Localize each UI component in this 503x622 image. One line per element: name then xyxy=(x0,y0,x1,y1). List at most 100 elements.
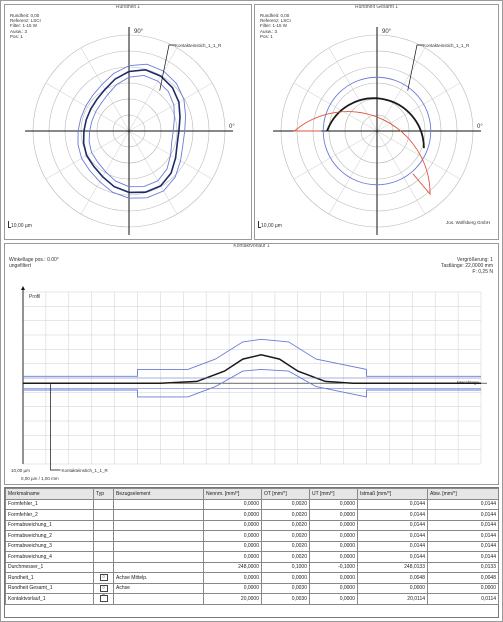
column-header: Merkmalname xyxy=(5,488,94,500)
table-cell xyxy=(113,551,204,563)
table-cell: 0,0048 xyxy=(357,572,428,584)
table-cell: 0,0144 xyxy=(357,498,428,510)
grid-spoke xyxy=(376,130,426,215)
grid-spoke xyxy=(293,130,378,180)
grid-spoke xyxy=(328,130,378,215)
table-cell xyxy=(113,593,204,605)
header-line: Vergrößerung: 1 xyxy=(456,257,493,263)
table-cell: 0,0020 xyxy=(261,498,310,510)
table-cell: 0,0000 xyxy=(203,540,262,552)
table-cell: 0,0144 xyxy=(357,540,428,552)
table-cell xyxy=(113,530,204,542)
table-cell: 0,0000 xyxy=(309,572,358,584)
table-cell: Durchmesser_1 xyxy=(5,561,94,573)
table-cell: 0,0144 xyxy=(427,509,499,521)
table-row: Durchmesser_1 248,0000 0,1000 -0,1000 248,01… xyxy=(5,561,499,573)
table-cell: 0,0020 xyxy=(261,551,310,563)
column-header: Bezugselement xyxy=(113,488,204,500)
panel-title: Rundheit Gesamt 1 xyxy=(354,4,399,10)
table-cell xyxy=(113,519,204,531)
table-cell: Formfehler_1 xyxy=(5,498,94,510)
table-cell xyxy=(113,561,204,573)
table-cell xyxy=(113,540,204,552)
scale-label: 10,00 µm xyxy=(8,221,32,229)
table-row: Formfehler_2 0,0000 0,0020 0,0000 0,0144 0,01… xyxy=(5,509,499,521)
feature-symbol-icon: ○ xyxy=(99,574,108,582)
table-cell: 0,0000 xyxy=(261,572,310,584)
table-cell: 0,0020 xyxy=(261,509,310,521)
table-cell: 0,0030 xyxy=(261,582,310,594)
table-cell: 0,0144 xyxy=(427,540,499,552)
table-cell: 0,0030 xyxy=(261,593,310,605)
scale-x-label: 0,00 µm / 1,00 mm xyxy=(21,476,59,481)
table-cell: 0,0000 xyxy=(203,572,262,584)
table-cell: 0,0000 xyxy=(309,519,358,531)
panel-title: Kontaktvorlauf 1 xyxy=(233,243,270,249)
table-cell xyxy=(93,561,114,573)
profile-panel: Kontaktvorlauf 1 Winkellage pos.: 0.00° … xyxy=(4,243,499,485)
table-cell: 0,0000 xyxy=(309,540,358,552)
results-grid: Merkmalname Typ Bezugselement Nennm. [mm/°]… xyxy=(5,488,499,605)
table-cell: 248,0133 xyxy=(357,561,428,573)
table-cell: 0,0048 xyxy=(427,572,499,584)
info-line: Rundheit: 0,00 xyxy=(10,13,40,18)
polar-panel-roundness: Rundheit 1 Rundheit: 0,00 Referenz: LSCI… xyxy=(4,4,252,240)
info-line: Filter: 1-15 W xyxy=(10,23,38,29)
y-axis-label: Profil xyxy=(29,294,40,300)
table-cell: 0,0144 xyxy=(427,551,499,563)
table-cell: ⌒ xyxy=(93,593,114,605)
table-cell: 0,0000 xyxy=(309,593,358,605)
table-cell: Formabweichung_2 xyxy=(5,530,94,542)
table-cell: 0,0114 xyxy=(427,593,499,605)
column-header: Istmaß [mm/°] xyxy=(357,488,428,500)
results-table: Merkmalname Typ Bezugselement Nennm. [mm/°]… xyxy=(4,487,499,618)
table-cell xyxy=(93,540,114,552)
series-tolerance-circle xyxy=(322,76,432,186)
table-cell xyxy=(113,498,204,510)
header-line: Tastlänge: 22,0000 mm xyxy=(441,263,493,269)
table-cell: 0,0000 xyxy=(203,551,262,563)
table-row: Kontaktvorlauf_1 ⌒ 20,0000 0,0030 0,0000 20,0… xyxy=(5,593,499,605)
table-cell: 0,0020 xyxy=(261,540,310,552)
profile-header-left: Winkellage pos.: 0.00° ungefiltert xyxy=(9,257,59,269)
grid-spoke xyxy=(376,82,461,132)
grid-spoke xyxy=(328,47,378,132)
table-cell xyxy=(113,509,204,521)
callout-line xyxy=(407,44,423,91)
scale-label: 10,00 µm xyxy=(258,221,282,229)
header-line: Winkellage pos.: 0.00° xyxy=(9,257,59,263)
table-cell: 248,0000 xyxy=(203,561,262,573)
table-cell: -0,1000 xyxy=(309,561,358,573)
table-cell xyxy=(93,498,114,510)
table-cell: 0,0144 xyxy=(427,530,499,542)
info-line: Ausw.: 3 xyxy=(260,28,278,34)
info-line: Filter: 1-15 W xyxy=(260,23,288,29)
series-tolerance-upper xyxy=(23,338,481,377)
table-cell: Formabweichung_3 xyxy=(5,540,94,552)
table-cell: Formabweichung_4 xyxy=(5,551,94,563)
grid-spoke xyxy=(128,82,213,132)
table-cell: 0,0000 xyxy=(203,582,262,594)
table-cell: 0,0000 xyxy=(309,551,358,563)
column-header: UT [mm/°] xyxy=(309,488,358,500)
table-cell: 0,0020 xyxy=(261,530,310,542)
feature-symbol-icon: ⌒ xyxy=(99,595,108,603)
info-block: Rundheit: 0,00 Referenz: LSCI Filter: 1-… xyxy=(260,13,291,39)
angle-label-top: 90° xyxy=(382,29,392,35)
scale-y-label: 10,00 µm xyxy=(11,468,30,473)
table-cell: 0,0144 xyxy=(427,498,499,510)
grid-spoke xyxy=(80,130,130,215)
series-measured xyxy=(82,68,181,194)
table-cell: Rundheit Gesamt_1 xyxy=(5,582,94,594)
table-cell: ○ xyxy=(93,572,114,584)
table-cell: 0,0144 xyxy=(357,551,428,563)
feature-symbol-icon: ○ xyxy=(99,584,108,592)
info-line: Referenz: LSCI xyxy=(10,18,41,24)
table-cell: 0,0000 xyxy=(357,582,428,594)
series-tolerance-inner xyxy=(88,74,175,188)
angle-label-top: 90° xyxy=(134,29,144,35)
table-cell: Formabweichung_1 xyxy=(5,519,94,531)
info-line: Ausw.: 3 xyxy=(10,28,28,34)
table-row: Formabweichung_4 0,0000 0,0020 0,0000 0,0144… xyxy=(5,551,499,563)
table-row: Rundheit_1 ○ Achse Mittelp. 0,0000 0,0000 0,0… xyxy=(5,572,499,584)
